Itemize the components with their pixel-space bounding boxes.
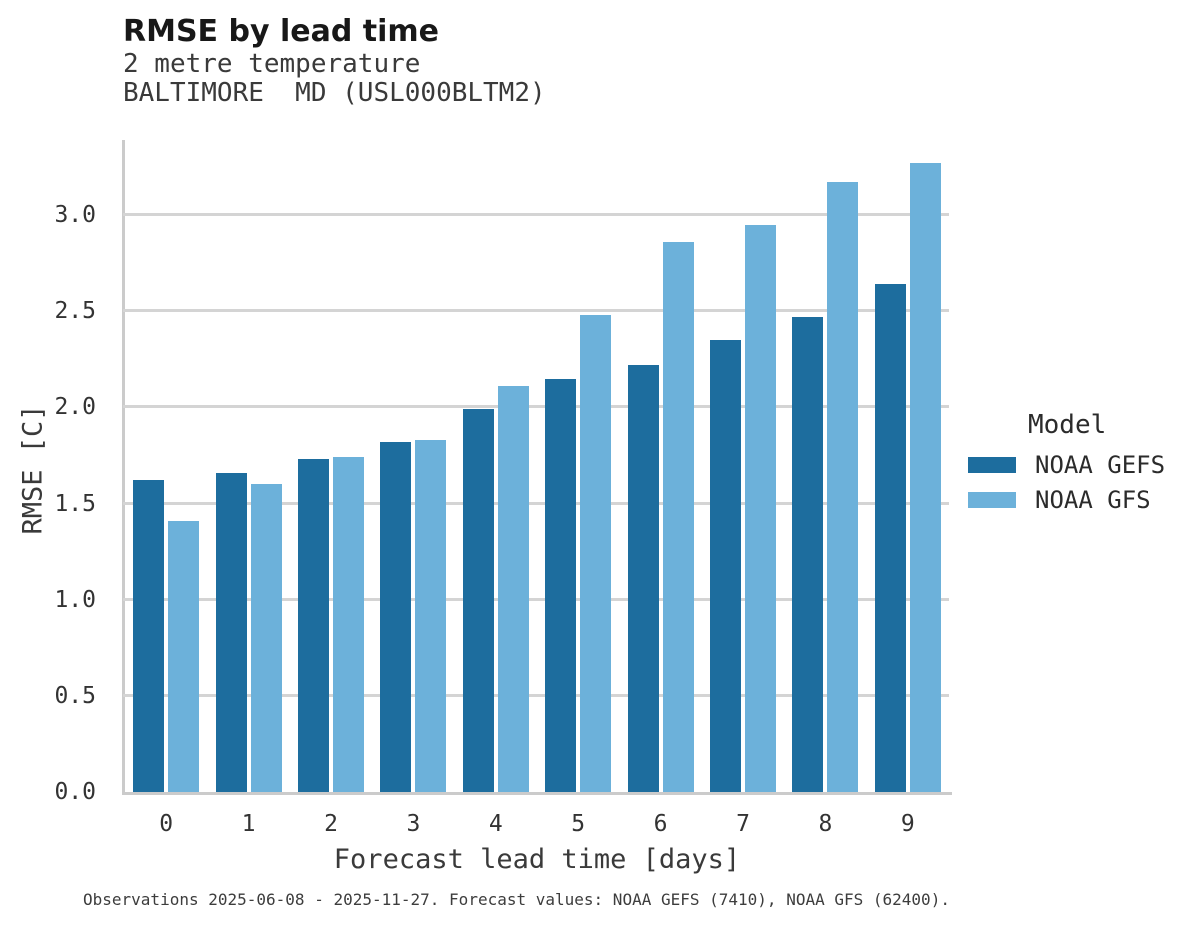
x-tick-label-9: 9 xyxy=(900,811,915,837)
x-tick-label-6: 6 xyxy=(653,811,668,837)
y-tick-label-0.5: 0.5 xyxy=(54,682,96,709)
chart-title: RMSE by lead time xyxy=(123,14,439,49)
bar-group-8 xyxy=(784,140,866,792)
gridline-2.5 xyxy=(123,309,949,313)
y-tick-label-1.5: 1.5 xyxy=(54,490,96,517)
legend-swatch-noaa-gfs-light xyxy=(968,492,1016,508)
x-tick-label-0: 0 xyxy=(159,811,174,837)
bar-noaa-gfs-5 xyxy=(580,315,612,792)
legend-swatch-noaa-gefs xyxy=(968,457,1016,473)
gridline-2.0 xyxy=(123,405,949,409)
bar-noaa-gefs-1 xyxy=(215,472,247,792)
bar-noaa-gefs-5 xyxy=(545,378,577,792)
bar-noaa-gefs-3 xyxy=(380,441,412,792)
y-tick-label-0.0: 0.0 xyxy=(54,779,96,805)
bar-noaa-gfs-1 xyxy=(250,484,282,792)
bar-noaa-gfs-4 xyxy=(497,386,529,792)
bar-group-0 xyxy=(125,140,207,792)
bar-group-7 xyxy=(702,140,784,792)
plot-area xyxy=(123,140,949,792)
x-tick-label-4: 4 xyxy=(488,811,503,837)
bar-group-5 xyxy=(537,140,619,792)
x-tick-label-1: 1 xyxy=(241,811,256,837)
bar-group-1 xyxy=(207,140,289,792)
bars-layer xyxy=(125,140,949,792)
chart-header: RMSE by lead time 2 metre temperature BA… xyxy=(123,14,546,108)
legend-title: Model xyxy=(1028,410,1107,440)
bar-noaa-gfs-8 xyxy=(827,182,859,792)
bar-noaa-gefs-4 xyxy=(462,409,494,792)
legend-item-noaa-gefs: NOAA GEFS xyxy=(968,451,1165,479)
gridline-3.0 xyxy=(123,213,949,217)
chart-subtitle-station: BALTIMORE MD (USL000BLTM2) xyxy=(123,78,546,108)
bar-group-9 xyxy=(867,140,949,792)
bar-noaa-gefs-9 xyxy=(874,284,906,792)
y-tick-label-2.0: 2.0 xyxy=(54,394,96,421)
bar-noaa-gefs-7 xyxy=(710,340,742,792)
bar-noaa-gfs-9 xyxy=(909,163,941,792)
y-tick-label-3.0: 3.0 xyxy=(54,202,96,228)
y-tick-label-2.5: 2.5 xyxy=(54,298,96,325)
legend-item-noaa-gfs: NOAA GFS xyxy=(968,486,1151,514)
gridline-0.5 xyxy=(123,693,949,697)
bar-group-6 xyxy=(619,140,701,792)
x-tick-label-8: 8 xyxy=(818,811,833,837)
bar-noaa-gefs-8 xyxy=(792,316,824,792)
x-axis-title: Forecast lead time [days] xyxy=(333,844,741,875)
bar-noaa-gefs-6 xyxy=(627,365,659,792)
chart-subtitle-variable: 2 metre temperature xyxy=(123,49,421,79)
x-tick-label-5: 5 xyxy=(571,811,586,837)
bar-group-4 xyxy=(455,140,537,792)
gridline-1.5 xyxy=(123,501,949,505)
bar-noaa-gefs-2 xyxy=(298,459,330,792)
bar-noaa-gfs-7 xyxy=(745,224,777,792)
bar-noaa-gfs-6 xyxy=(662,241,694,792)
bar-noaa-gfs-2 xyxy=(333,457,365,792)
x-tick-label-7: 7 xyxy=(736,811,750,837)
footer-note: Observations 2025-06-08 - 2025-11-27. Fo… xyxy=(83,890,950,909)
bar-noaa-gfs-3 xyxy=(415,440,447,792)
y-tick-label-1.0: 1.0 xyxy=(54,586,96,613)
bar-noaa-gfs-0 xyxy=(168,520,200,792)
bar-noaa-gefs-0 xyxy=(133,480,165,792)
bar-group-2 xyxy=(290,140,372,792)
legend-label-noaa-gfs: NOAA GFS xyxy=(1035,486,1151,514)
x-axis-spine xyxy=(122,792,952,795)
gridline-1.0 xyxy=(123,597,949,601)
legend-label-noaa-gefs: NOAA GEFS xyxy=(1035,451,1166,479)
y-axis-spine xyxy=(122,140,125,795)
x-tick-label-2: 2 xyxy=(324,811,338,837)
bar-group-3 xyxy=(372,140,454,792)
x-tick-label-3: 3 xyxy=(406,811,421,837)
